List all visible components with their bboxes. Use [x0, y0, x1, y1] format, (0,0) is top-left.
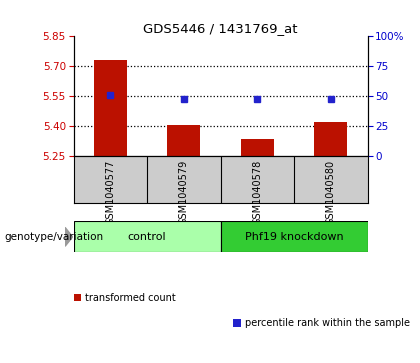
- Polygon shape: [65, 227, 73, 246]
- Text: transformed count: transformed count: [85, 293, 176, 302]
- Text: GSM1040577: GSM1040577: [105, 159, 115, 225]
- Text: genotype/variation: genotype/variation: [4, 232, 103, 242]
- Bar: [94, 60, 127, 156]
- Text: Phf19 knockdown: Phf19 knockdown: [245, 232, 343, 242]
- Bar: [167, 125, 200, 156]
- Bar: [314, 122, 347, 156]
- Text: GSM1040578: GSM1040578: [252, 159, 262, 225]
- Text: control: control: [128, 232, 166, 242]
- Bar: [74, 221, 220, 252]
- Bar: [241, 139, 274, 156]
- Text: GSM1040579: GSM1040579: [179, 159, 189, 225]
- Text: percentile rank within the sample: percentile rank within the sample: [245, 318, 410, 328]
- Bar: [220, 221, 368, 252]
- Title: GDS5446 / 1431769_at: GDS5446 / 1431769_at: [143, 22, 298, 35]
- Text: GSM1040580: GSM1040580: [326, 159, 336, 224]
